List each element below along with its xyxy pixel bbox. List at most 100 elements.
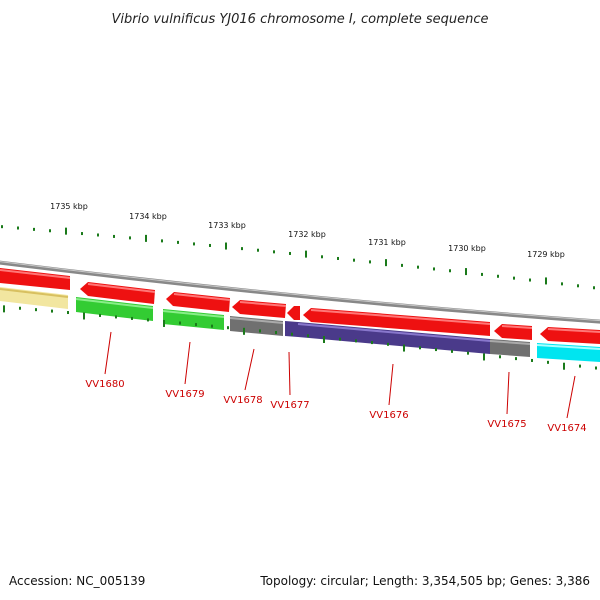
ruler-tick: [97, 233, 99, 237]
gene-label-vv1675[interactable]: VV1675: [487, 419, 526, 430]
lower-tick: [51, 309, 53, 313]
lower-tick: [243, 327, 245, 335]
lower-tick: [371, 341, 373, 345]
lower-tick: [195, 323, 197, 327]
lower-tick: [131, 316, 133, 320]
lower-tick: [563, 362, 565, 370]
lower-tick: [227, 326, 229, 330]
gene-label-vv1679[interactable]: VV1679: [165, 389, 204, 400]
lower-tick: [355, 339, 357, 343]
ruler-tick: [305, 250, 307, 258]
reverse-strand-genes: [0, 287, 600, 362]
lower-tick: [547, 360, 549, 364]
ruler-tick: [545, 277, 547, 285]
ruler-tick: [385, 259, 387, 267]
lower-tick: [67, 311, 69, 315]
lower-tick: [3, 305, 5, 313]
lower-tick: [419, 346, 421, 350]
gene-block-pale-yellow[interactable]: [0, 287, 68, 309]
lower-tick: [467, 351, 469, 355]
gene-label-vv1680[interactable]: VV1680: [85, 379, 124, 390]
ruler-tick: [369, 260, 371, 264]
ruler-tick: [33, 227, 35, 231]
gene-arrow-red-6[interactable]: [303, 308, 490, 336]
ruler-tick: [81, 232, 83, 236]
ruler-tick: [401, 263, 403, 267]
lower-tick: [403, 344, 405, 352]
gene-block-vv1677[interactable]: [285, 321, 298, 337]
lower-tick-marks: [3, 305, 597, 370]
gene-block-vv1680[interactable]: [76, 297, 153, 321]
lower-tick: [147, 318, 149, 322]
lower-tick: [595, 366, 597, 370]
lower-tick: [259, 329, 261, 333]
lower-tick: [579, 364, 581, 368]
gene-block-vv1676[interactable]: [298, 322, 490, 354]
ruler-tick: [433, 267, 435, 271]
ruler-tick: [337, 256, 339, 260]
gene-label-vv1676[interactable]: VV1676: [369, 410, 408, 421]
ruler-tick: [321, 255, 323, 259]
ruler-tick: [417, 265, 419, 269]
lower-tick: [483, 353, 485, 361]
map-title: Vibrio vulnificus YJ016 chromosome I, co…: [111, 12, 488, 27]
ruler-label-1733: 1733 kbp: [208, 221, 246, 230]
ruler-tick: [113, 234, 115, 238]
lower-tick: [531, 358, 533, 362]
lower-tick: [451, 349, 453, 353]
ruler-tick: [129, 236, 131, 240]
chromosome-backbone: [0, 260, 600, 324]
ruler-tick: [1, 225, 3, 229]
lower-tick: [275, 331, 277, 335]
gene-label-vv1674[interactable]: VV1674: [547, 423, 586, 434]
lower-tick: [435, 348, 437, 352]
ruler-tick: [289, 251, 291, 255]
lower-tick: [211, 324, 213, 328]
ruler-tick: [145, 234, 147, 242]
ruler-label-1735: 1735 kbp: [50, 202, 88, 211]
ruler-tick: [257, 248, 259, 252]
ruler-tick: [49, 229, 51, 233]
gene-arrow-red-1[interactable]: [0, 268, 70, 290]
ruler-label-1729: 1729 kbp: [527, 250, 565, 259]
gene-label-vv1677[interactable]: VV1677: [270, 400, 309, 411]
ruler-tick: [209, 243, 211, 247]
lower-tick: [179, 321, 181, 325]
lower-tick: [35, 308, 37, 312]
gene-arrow-red-3[interactable]: [166, 292, 230, 312]
ruler-label-1730: 1730 kbp: [448, 244, 486, 253]
lower-tick: [99, 313, 101, 317]
ruler-tick: [177, 240, 179, 244]
ruler-tick: [353, 258, 355, 262]
chromosome-backbone-highlight: [0, 261, 600, 322]
ruler-tick: [65, 227, 67, 235]
ruler-tick: [17, 226, 19, 230]
ruler-label-1732: 1732 kbp: [288, 230, 326, 239]
ruler-tick: [593, 286, 595, 290]
ruler-tick: [193, 242, 195, 246]
lower-tick: [387, 342, 389, 346]
ruler-label-1731: 1731 kbp: [368, 238, 406, 247]
ruler-tick: [225, 242, 227, 250]
gene-arrow-red-5[interactable]: [287, 306, 300, 320]
accession-text: Accession: NC_005139: [9, 574, 145, 588]
ruler-tick: [273, 250, 275, 254]
ruler-tick: [497, 274, 499, 278]
ruler-tick: [513, 276, 515, 280]
ruler-tick: [529, 278, 531, 282]
ruler-label-1734: 1734 kbp: [129, 212, 167, 221]
ruler-tick: [481, 272, 483, 276]
forward-strand-genes: [0, 268, 600, 344]
gene-label-vv1678[interactable]: VV1678: [223, 395, 262, 406]
ruler-tick: [241, 247, 243, 251]
ruler-tick: [561, 282, 563, 286]
gene-leader-lines: [104, 331, 576, 419]
topology-text: Topology: circular; Length: 3,354,505 bp…: [259, 574, 590, 588]
gene-block-vv1679[interactable]: [163, 309, 224, 330]
lower-tick: [291, 332, 293, 336]
ruler-tick: [161, 239, 163, 243]
lower-tick: [339, 337, 341, 341]
lower-tick: [163, 319, 165, 327]
gene-arrow-red-2[interactable]: [80, 282, 155, 304]
